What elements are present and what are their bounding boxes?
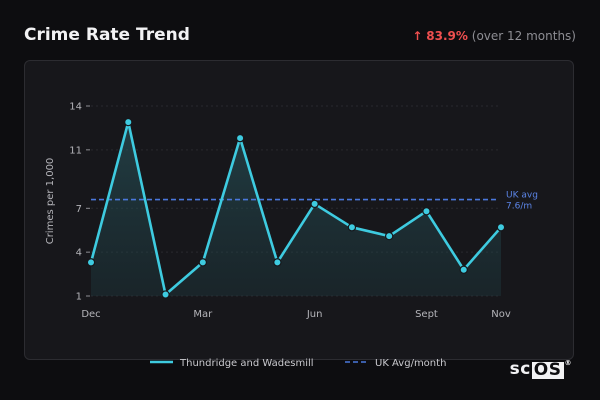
chart-title: Crime Rate Trend [24, 25, 190, 45]
data-point [459, 265, 468, 274]
data-point [235, 133, 245, 143]
change-period: (over 12 months) [471, 29, 576, 43]
x-tick-label: Sept [415, 309, 438, 320]
uk-average-label: UK avg [506, 191, 538, 201]
y-tick-label: 4 [76, 248, 82, 259]
legend-average-label: UK Avg/month [375, 358, 446, 369]
change-indicator: ↑ 83.9% (over 12 months) [412, 29, 576, 43]
data-point [161, 290, 170, 299]
data-point [124, 117, 133, 127]
uk-average-value-label: 7.6/m [506, 202, 532, 212]
y-tick-label: 11 [69, 145, 82, 156]
x-tick-label: Jun [306, 309, 323, 320]
series-line [89, 120, 502, 296]
y-axis-label: Crimes per 1,000 [45, 158, 56, 245]
logo-prefix: sc [509, 359, 531, 379]
x-tick-label: Nov [491, 309, 511, 320]
up-arrow-icon: ↑ [412, 29, 423, 43]
legend-series-label: Thundridge and Wadesmill [179, 358, 314, 369]
x-tick-label: Dec [81, 309, 100, 320]
change-percentage: 83.9% [426, 29, 468, 43]
brand-logo: sc OS ® [510, 359, 572, 379]
logo-boxed: OS [531, 360, 564, 380]
data-point [273, 258, 282, 267]
y-tick-label: 14 [69, 102, 82, 113]
data-point [496, 223, 506, 232]
y-tick-label: 7 [76, 204, 82, 215]
data-point [422, 207, 431, 216]
y-tick-label: 1 [76, 292, 82, 303]
data-point [86, 258, 96, 267]
data-point [384, 231, 394, 241]
x-tick-label: Mar [193, 309, 213, 320]
data-point [347, 223, 357, 232]
series-area [91, 122, 501, 296]
data-point [310, 199, 319, 209]
data-point [198, 258, 208, 267]
registered-mark: ® [564, 359, 572, 367]
